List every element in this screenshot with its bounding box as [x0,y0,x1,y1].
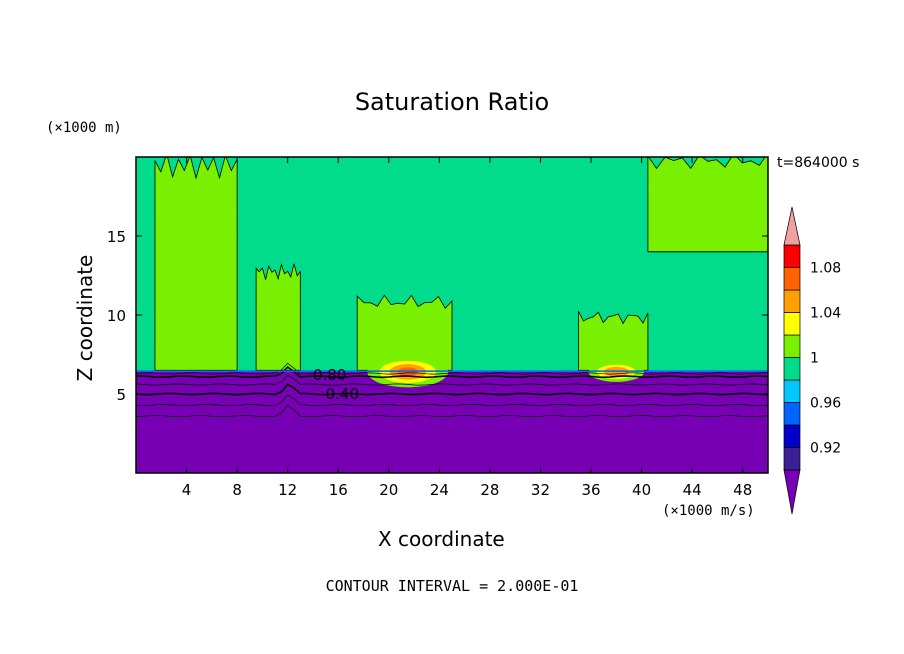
colorbar-tick-label: 1 [810,351,819,367]
colorbar-bin [783,379,801,403]
contour-line [136,365,768,379]
x-tick-label: 4 [182,481,192,499]
region-supersaturated-patch-2 [255,263,301,371]
contour-line [136,394,768,407]
colorbar-tick-label: 0.96 [810,396,841,412]
colorbar-bin [783,357,801,381]
contour-line [136,374,768,386]
chart-title: Saturation Ratio [354,88,550,116]
x-tick-label: 12 [278,481,297,499]
region-supersaturated-patch-5 [647,157,768,253]
y-tick-label: 10 [107,307,126,325]
colorbar-bin [783,402,801,426]
contour-line [136,405,768,418]
region-lower-dry-layer [136,371,768,473]
colorbar-tick-label: 0.92 [810,441,841,457]
region-supersaturated-patch-4 [578,311,649,371]
y-axis-units: (×1000 m) [46,120,122,136]
x-axis-units: (×1000 m/s) [662,503,755,519]
y-tick-label: 15 [107,228,126,246]
region-supersaturated-patch-1 [154,157,238,371]
x-tick-label: 36 [581,481,600,499]
colorbar-tick-label: 1.08 [810,261,841,277]
x-tick-label: 20 [379,481,398,499]
colorbar-tick-label: 1.04 [810,306,841,322]
x-tick-label: 44 [683,481,702,499]
x-tick-label: 28 [480,481,499,499]
colorbar-bin [783,312,801,336]
y-tick-label: 5 [116,386,126,404]
x-tick-label: 48 [733,481,752,499]
contour-line [136,362,768,375]
colorbar-over-triangle [783,206,801,246]
x-tick-label: 8 [232,481,242,499]
colorbar-bin [783,244,801,268]
colorbar-bin [783,289,801,313]
colorbar-under-triangle [783,469,801,515]
x-axis-label: X coordinate [378,527,505,551]
x-tick-label: 24 [430,481,449,499]
contour-interval-note: CONTOUR INTERVAL = 2.000E-01 [325,577,579,595]
timestamp-label: t=864000 s [777,155,860,171]
x-tick-label: 40 [632,481,651,499]
region-supersaturated-patch-3 [356,294,453,371]
peak-0-band-3 [397,367,418,377]
colorbar-bin [783,334,801,358]
colorbar-bin [783,447,801,471]
contour-line [136,383,768,396]
contour-label: 0.40 [326,385,359,403]
colorbar-bin [783,267,801,291]
x-tick-label: 32 [531,481,550,499]
x-tick-label: 16 [329,481,348,499]
contour-label: 0.80 [313,366,346,384]
colorbar-bin [783,424,801,448]
